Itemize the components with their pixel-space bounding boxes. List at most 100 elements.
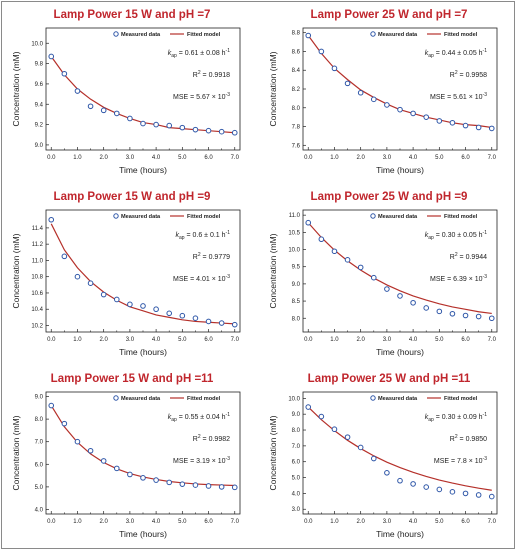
measured-data-point <box>140 120 146 127</box>
y-tick-label: 5.0 <box>35 485 44 491</box>
r-exponent: 2 <box>198 70 201 76</box>
rate-value: = 0.61 ± 0.08 h <box>177 50 226 57</box>
measured-data-point <box>61 420 68 427</box>
y-tick-label: 8.0 <box>35 417 44 423</box>
y-tick-label: 9.0 <box>35 143 44 149</box>
measured-data-point <box>357 264 364 271</box>
legend-measured-label: Measured data <box>378 214 418 220</box>
measured-data-point <box>100 107 107 114</box>
rate-unit-exponent: -1 <box>483 412 488 418</box>
x-tick-label: 5.0 <box>435 155 444 161</box>
rate-unit-exponent: -1 <box>226 412 231 418</box>
measured-data-point <box>436 118 443 124</box>
x-tick-label: 0.0 <box>304 155 313 161</box>
r-exponent: 2 <box>455 252 458 258</box>
legend-marker-icon <box>370 395 376 401</box>
measured-data-point <box>192 315 199 321</box>
x-tick-label: 2.0 <box>100 337 109 343</box>
y-axis-label: Concentration (mM) <box>268 415 278 490</box>
measured-data-point <box>153 306 159 313</box>
measured-data-point <box>384 286 390 292</box>
y-tick-label: 7.0 <box>292 444 301 450</box>
r-exponent: 2 <box>455 434 458 440</box>
y-tick-label: 6.0 <box>35 462 44 468</box>
chart-title: Lamp Power 25 W and pH =7 <box>311 9 468 21</box>
x-axis-label: Time (hours) <box>376 347 424 357</box>
x-tick-label: 2.0 <box>100 155 109 161</box>
legend-marker-icon <box>113 395 119 401</box>
measured-data-point <box>475 492 482 498</box>
measured-data-point <box>179 124 186 131</box>
measured-data-point <box>475 313 482 320</box>
measured-data-point <box>305 404 312 410</box>
measured-data-point <box>305 32 312 39</box>
rate-symbol: k <box>425 50 429 57</box>
legend-marker-icon <box>113 31 119 37</box>
plot-frame <box>302 391 498 515</box>
x-axis-label: Time (hours) <box>119 529 167 539</box>
y-tick-label: 3.0 <box>292 507 301 513</box>
measured-data-point <box>305 219 312 226</box>
rate-subscript: ap <box>171 417 177 423</box>
x-tick-label: 1.0 <box>73 155 82 161</box>
y-tick-label: 11.2 <box>32 242 44 248</box>
rate-value: = 0.6 ± 0.1 h <box>185 232 226 239</box>
measured-data-point <box>48 216 55 223</box>
mse-exponent: -3 <box>226 456 231 462</box>
x-tick-label: 0.0 <box>47 155 56 161</box>
r-symbol: R <box>193 254 198 261</box>
x-tick-label: 7.0 <box>488 519 497 525</box>
measured-data-point <box>218 484 225 490</box>
measured-data-point <box>410 481 416 487</box>
measured-data-point <box>74 438 81 445</box>
r-squared-value: = 0.9944 <box>458 254 487 261</box>
x-axis-label: Time (hours) <box>376 165 424 175</box>
x-tick-label: 5.0 <box>178 337 187 343</box>
x-tick-label: 1.0 <box>73 337 82 343</box>
measured-data-point <box>318 236 325 243</box>
measured-data-point <box>113 465 120 472</box>
x-tick-label: 4.0 <box>152 519 161 525</box>
measured-data-point <box>423 305 430 311</box>
measured-data-point <box>488 493 495 500</box>
measured-data-point <box>449 489 456 495</box>
r-symbol: R <box>193 436 198 443</box>
legend-fitted-label: Fitted model <box>187 32 221 38</box>
measured-data-point <box>370 455 377 462</box>
x-tick-label: 5.0 <box>178 155 187 161</box>
rate-unit-exponent: -1 <box>483 230 488 236</box>
measured-data-point <box>179 312 186 319</box>
measured-data-point <box>231 129 238 136</box>
measured-data-point <box>48 402 55 409</box>
chart-svg: Lamp Power 25 W and pH =11 0.0 1.0 2.0 3.0 4.… <box>268 373 498 539</box>
rate-unit-exponent: -1 <box>226 48 231 54</box>
mse-annotation: MSE = 4.01 × 10-3 <box>173 274 230 283</box>
y-tick-label: 8.0 <box>292 428 301 434</box>
y-tick-label: 11.0 <box>289 213 301 219</box>
chart-svg: Lamp Power 25 W and pH =7 0.0 1.0 2.0 3.0 4.0… <box>268 9 498 175</box>
chart-title: Lamp Power 25 W and pH =9 <box>311 191 468 203</box>
mse-value: MSE = 4.01 × 10 <box>173 276 226 283</box>
legend-marker-icon <box>370 213 376 219</box>
y-tick-label: 9.5 <box>292 265 301 271</box>
y-tick-label: 9.0 <box>292 412 301 418</box>
r-squared-annotation: R2 = 0.9850 <box>450 434 487 443</box>
measured-data-point <box>127 301 133 308</box>
measured-data-point <box>357 89 364 96</box>
plot-frame <box>302 27 498 151</box>
legend-marker-icon <box>370 31 376 37</box>
chart-title: Lamp Power 15 W and pH =9 <box>54 191 211 203</box>
y-tick-label: 10.0 <box>288 396 300 402</box>
y-tick-label: 4.0 <box>35 507 44 513</box>
legend-marker-icon <box>113 213 119 219</box>
measured-data-point <box>384 470 390 476</box>
measured-data-point <box>113 110 120 117</box>
y-axis-label: Concentration (mM) <box>11 415 21 490</box>
x-tick-label: 3.0 <box>126 155 135 161</box>
legend-fitted-label: Fitted model <box>444 214 478 220</box>
rate-subscript: ap <box>179 235 185 241</box>
measured-data-point <box>87 280 94 286</box>
fitted-model-line <box>307 222 492 315</box>
measured-data-point <box>449 119 456 126</box>
